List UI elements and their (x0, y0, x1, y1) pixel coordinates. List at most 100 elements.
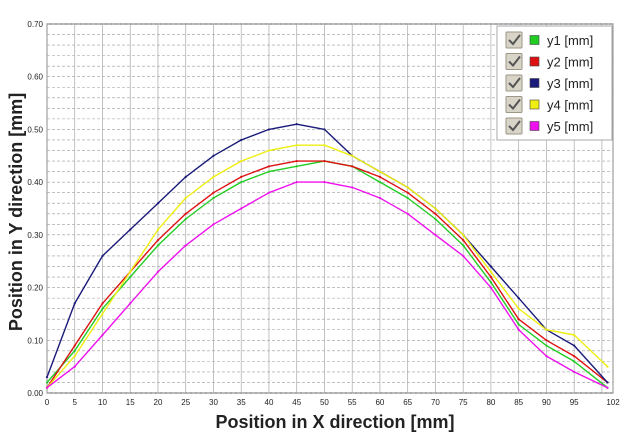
data-point-y2 (323, 159, 326, 163)
data-point-y3 (129, 228, 132, 231)
data-point-y4 (573, 333, 576, 337)
data-point-y2 (378, 175, 382, 178)
checkmark-icon (508, 55, 521, 68)
x-tick-label: 40 (265, 398, 274, 407)
data-point-y4 (378, 170, 382, 173)
data-point-y3 (73, 302, 76, 305)
y-tick-label: 0.10 (27, 336, 43, 345)
data-point-y1 (406, 196, 409, 200)
legend-checkbox[interactable] (505, 31, 523, 49)
data-point-y5 (184, 244, 187, 247)
legend-checkbox[interactable] (505, 53, 523, 70)
data-point-y3 (156, 202, 160, 205)
data-point-y5 (323, 181, 326, 184)
data-point-y1 (212, 196, 215, 200)
data-point-y1 (517, 323, 520, 326)
data-point-y3 (212, 154, 215, 157)
data-point-y5 (295, 181, 298, 184)
x-tick-labels: 0 5 10 15 20 25 30 35 40 45 50 55 60 65 70 75 80 85 90 95 10… (45, 398, 620, 407)
data-point-y1 (545, 344, 548, 347)
data-point-y1 (45, 381, 49, 384)
x-tick-label: 75 (459, 398, 468, 407)
x-tick-label: 90 (542, 398, 551, 407)
x-tick-label: 70 (431, 398, 440, 407)
legend: y1 [mm] y2 [mm] y3 [mm] y4 [mm] y5 [mm] (496, 25, 613, 141)
data-point-y2 (489, 275, 493, 279)
data-point-y1 (295, 165, 298, 168)
data-point-y5 (434, 233, 437, 236)
data-point-y4 (434, 207, 437, 210)
data-point-y5 (462, 254, 465, 258)
legend-swatch (529, 56, 540, 67)
legend-checkbox[interactable] (505, 117, 523, 135)
data-point-y4 (101, 312, 104, 316)
data-point-y4 (606, 365, 609, 368)
data-point-y1 (101, 307, 104, 310)
data-point-y5 (489, 286, 493, 289)
data-point-y5 (45, 386, 49, 389)
data-point-y2 (295, 159, 298, 163)
data-point-y3 (267, 128, 271, 131)
data-point-y1 (184, 217, 187, 221)
data-point-y5 (545, 355, 548, 358)
legend-label: y5 [mm] (547, 119, 593, 134)
x-axis-title: Position in X direction [mm] (215, 412, 454, 432)
data-point-y2 (212, 191, 215, 194)
data-point-y4 (295, 144, 298, 147)
y-tick-label: 0.40 (27, 178, 43, 187)
data-point-y3 (184, 175, 187, 178)
data-point-y2 (406, 191, 409, 194)
data-point-y3 (45, 376, 49, 379)
data-point-y1 (156, 244, 160, 247)
checkmark-icon (508, 34, 521, 46)
y-tick-label: 0.30 (27, 231, 43, 240)
data-point-y2 (73, 344, 76, 347)
legend-checkbox[interactable] (505, 96, 523, 113)
data-point-y2 (517, 318, 520, 321)
data-point-y5 (156, 270, 160, 273)
data-point-y4 (351, 154, 354, 157)
y-tick-label: 0.20 (27, 284, 43, 293)
data-point-y3 (323, 128, 326, 131)
data-point-y1 (129, 275, 132, 279)
data-point-y4 (73, 355, 76, 358)
x-tick-label: 0 (45, 398, 50, 407)
data-point-y1 (489, 281, 493, 284)
y-tick-label: 0.60 (27, 73, 43, 82)
legend-swatch (529, 78, 540, 88)
legend-checkbox[interactable] (505, 74, 523, 92)
data-point-y3 (573, 344, 576, 347)
x-tick-label: 15 (126, 398, 135, 407)
y-tick-label: 0.70 (27, 20, 43, 29)
data-point-y2 (462, 239, 465, 242)
data-point-y5 (406, 212, 409, 215)
x-tick-label: 30 (209, 398, 218, 407)
data-point-y2 (545, 339, 548, 342)
y-tick-label: 0.00 (27, 389, 43, 398)
x-tick-label: 25 (181, 398, 190, 407)
data-point-y5 (73, 365, 76, 368)
data-point-y2 (156, 239, 160, 242)
data-point-y5 (212, 223, 215, 226)
data-point-y4 (212, 175, 215, 178)
x-tick-label: 60 (375, 398, 384, 407)
data-point-y5 (351, 186, 354, 189)
data-point-y5 (129, 302, 132, 305)
data-point-y2 (184, 212, 187, 215)
data-point-y4 (156, 228, 160, 231)
data-point-y2 (434, 212, 437, 215)
data-point-y1 (378, 181, 382, 184)
data-point-y5 (606, 386, 609, 389)
data-point-y4 (545, 328, 548, 331)
data-point-y5 (378, 196, 382, 200)
data-point-y2 (573, 355, 576, 358)
legend-swatch (529, 121, 540, 131)
x-tick-label: 85 (514, 398, 523, 407)
data-point-y4 (240, 159, 243, 163)
x-tick-label: 35 (237, 398, 246, 407)
data-point-y4 (129, 270, 132, 273)
x-tick-label: 55 (348, 398, 357, 407)
data-point-y1 (240, 181, 243, 184)
data-point-y5 (101, 333, 104, 337)
